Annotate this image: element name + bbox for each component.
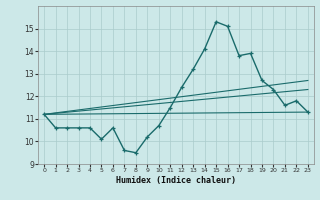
X-axis label: Humidex (Indice chaleur): Humidex (Indice chaleur) — [116, 176, 236, 185]
